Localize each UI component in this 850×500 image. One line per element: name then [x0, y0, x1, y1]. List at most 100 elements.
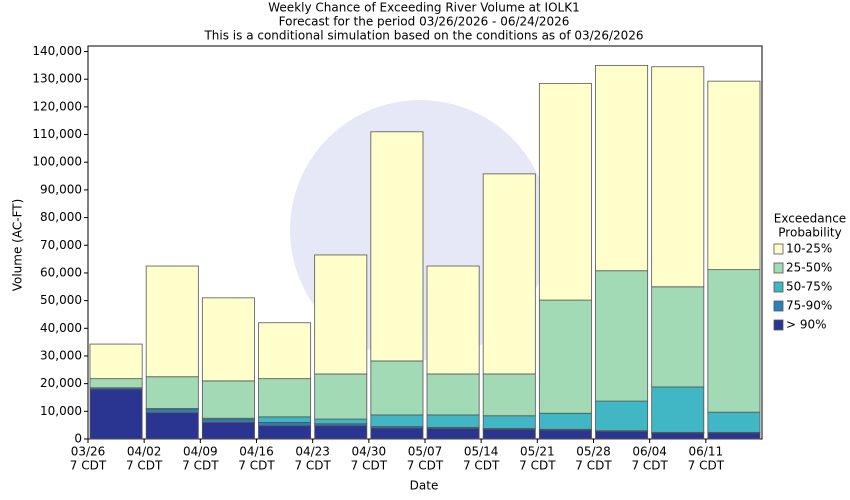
y-tick-label: 60,000	[40, 265, 82, 279]
x-tick-label: 04/23	[295, 445, 330, 459]
x-tick-label: 05/14	[464, 445, 499, 459]
bar-segment	[482, 173, 536, 375]
bar-segment	[145, 412, 199, 440]
y-tick-label: 10,000	[40, 404, 82, 418]
bar-segment	[201, 380, 255, 419]
legend-label: 25-50%	[786, 261, 832, 275]
legend-title: Probability	[778, 226, 841, 240]
bar-segment	[595, 270, 649, 402]
bar-segment	[201, 297, 255, 382]
y-tick-label: 90,000	[40, 182, 82, 196]
chart-title: Weekly Chance of Exceeding River Volume …	[268, 1, 579, 15]
chart-subtitle: Forecast for the period 03/26/2026 - 06/…	[279, 15, 570, 29]
x-tick-label: 05/07	[408, 445, 443, 459]
bar-segment	[707, 269, 761, 413]
bar-segment	[538, 412, 592, 430]
bar-segment	[538, 429, 592, 440]
bar-segment	[651, 286, 705, 388]
x-tick-label: 04/02	[127, 445, 162, 459]
x-tick-sublabel: 7 CDT	[70, 459, 107, 473]
bar-segment	[707, 80, 761, 271]
bar-segment	[314, 418, 368, 425]
bar-segment	[145, 265, 199, 378]
legend-swatch	[773, 300, 784, 312]
bar-segment	[595, 400, 649, 432]
bar-segment	[538, 299, 592, 414]
y-tick-label: 20,000	[40, 376, 82, 390]
y-tick-label: 0	[74, 432, 82, 446]
bar-segment	[89, 388, 143, 440]
legend-swatch	[773, 262, 784, 274]
bar-segment	[89, 343, 143, 380]
bar-segment	[145, 408, 199, 414]
bar-segment	[201, 421, 255, 440]
y-tick-label: 30,000	[40, 348, 82, 362]
x-tick-sublabel: 7 CDT	[407, 459, 444, 473]
x-tick-label: 06/04	[632, 445, 667, 459]
bar-segment	[538, 82, 592, 301]
legend-label: 10-25%	[786, 242, 832, 256]
bar-segment	[651, 386, 705, 433]
x-tick-label: 05/21	[520, 445, 555, 459]
x-tick-sublabel: 7 CDT	[519, 459, 556, 473]
bar-segment	[258, 378, 312, 418]
x-tick-label: 06/11	[689, 445, 724, 459]
bar-segment	[426, 373, 480, 416]
bar-segment	[145, 376, 199, 409]
legend-label: > 90%	[786, 318, 827, 332]
legend-label: 50-75%	[786, 280, 832, 294]
x-tick-sublabel: 7 CDT	[238, 459, 275, 473]
bar-segment	[314, 254, 368, 375]
bar-segment	[482, 415, 536, 429]
x-tick-sublabel: 7 CDT	[294, 459, 331, 473]
bar-segment	[426, 414, 480, 428]
legend-label: 75-90%	[786, 299, 832, 313]
chart-note: This is a conditional simulation based o…	[203, 29, 643, 43]
x-tick-sublabel: 7 CDT	[126, 459, 163, 473]
x-axis-label: Date	[410, 479, 439, 493]
x-tick-sublabel: 7 CDT	[631, 459, 668, 473]
x-tick-sublabel: 7 CDT	[688, 459, 725, 473]
x-tick-label: 04/16	[239, 445, 274, 459]
y-tick-label: 40,000	[40, 321, 82, 335]
bar-segment	[426, 265, 480, 375]
bar-segment	[370, 414, 424, 427]
y-tick-label: 100,000	[32, 155, 82, 169]
legend-swatch	[773, 243, 784, 255]
x-tick-sublabel: 7 CDT	[463, 459, 500, 473]
legend-swatch	[773, 319, 784, 331]
y-tick-label: 80,000	[40, 210, 82, 224]
x-tick-sublabel: 7 CDT	[575, 459, 612, 473]
bar-segment	[707, 432, 761, 440]
bar-segment	[258, 416, 312, 423]
legend-swatch	[773, 281, 784, 293]
bar-segment	[595, 430, 649, 440]
bar-segment	[651, 432, 705, 440]
y-axis-label: Volume (AC-FT)	[11, 199, 25, 292]
bar-segment	[370, 427, 424, 440]
x-tick-label: 04/30	[352, 445, 387, 459]
bar-segment	[370, 131, 424, 362]
x-tick-sublabel: 7 CDT	[182, 459, 219, 473]
bar-segment	[314, 425, 368, 440]
x-tick-label: 04/09	[183, 445, 218, 459]
legend-title: Exceedance	[774, 212, 846, 226]
y-tick-label: 120,000	[32, 99, 82, 113]
bar-segment	[258, 322, 312, 380]
x-tick-label: 03/26	[71, 445, 106, 459]
bar-segment	[595, 64, 649, 272]
bar-segment	[482, 373, 536, 417]
bar-segment	[426, 428, 480, 440]
y-tick-label: 110,000	[32, 127, 82, 141]
bar-segment	[707, 411, 761, 433]
bar-segment	[201, 419, 255, 423]
x-tick-sublabel: 7 CDT	[351, 459, 388, 473]
bar-segment	[258, 425, 312, 440]
bar-segment	[314, 373, 368, 420]
y-tick-label: 130,000	[32, 72, 82, 86]
bar-segment	[370, 360, 424, 416]
bar-segment	[482, 428, 536, 440]
x-tick-label: 05/28	[576, 445, 611, 459]
bar-segment	[89, 378, 143, 389]
